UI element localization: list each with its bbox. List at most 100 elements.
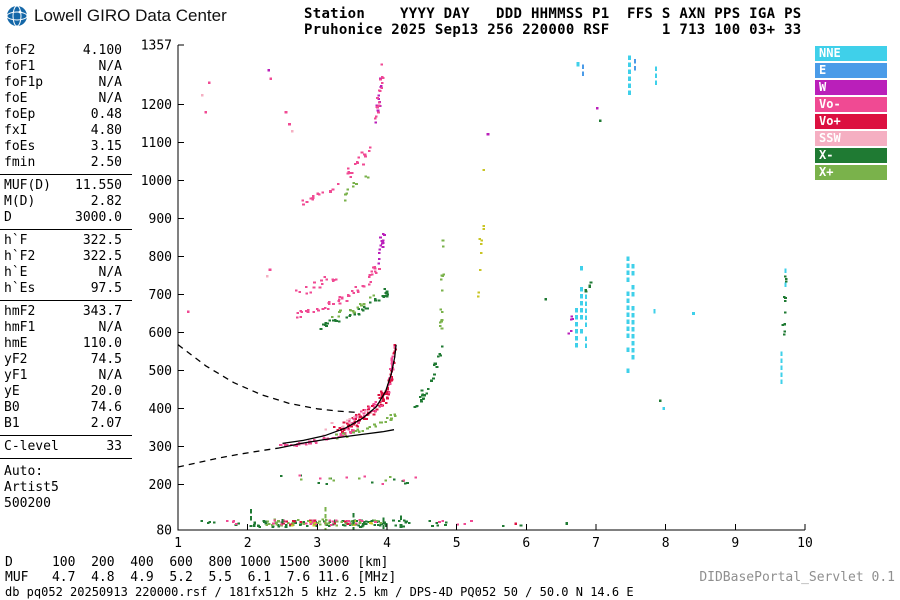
param-value: N/A bbox=[98, 368, 122, 383]
giro-logo: Lowell GIRO Data Center bbox=[6, 5, 227, 27]
readout-row: h`E N/A bbox=[0, 265, 132, 281]
legend-item-Vo-: Vo- bbox=[815, 97, 887, 112]
svg-text:500: 500 bbox=[149, 364, 172, 379]
param-label: foEp bbox=[4, 107, 36, 122]
readout-row: h`F 322.5 bbox=[0, 233, 132, 249]
param-label: h`F bbox=[4, 233, 28, 248]
svg-text:80: 80 bbox=[156, 524, 172, 539]
param-value: 20.0 bbox=[90, 384, 122, 399]
readout-row: fmin 2.50 bbox=[0, 155, 132, 171]
param-value: N/A bbox=[98, 265, 122, 280]
muf-distance-table: D 100 200 400 600 800 1000 1500 3000 [km… bbox=[5, 555, 397, 585]
param-label: B1 bbox=[4, 416, 20, 431]
echo-legend: NNE E W Vo- Vo+ SSW X- X+ bbox=[815, 46, 887, 182]
svg-text:900: 900 bbox=[149, 212, 172, 227]
param-value: N/A bbox=[98, 91, 122, 106]
readout-row: yE 20.0 bbox=[0, 384, 132, 400]
svg-text:1000: 1000 bbox=[141, 174, 172, 189]
param-value: 4.80 bbox=[90, 123, 122, 138]
param-label: yE bbox=[4, 384, 20, 399]
readout-panel: foF2 4.100 foF1 N/A foF1p N/A foE N/A foEp 0.48 fx… bbox=[0, 40, 132, 512]
plot-axes: 1 2 3 4 5 6 7 8 9 10 80 200 300 400 500 600 700 800 900 100… bbox=[141, 39, 813, 552]
param-value: 2.50 bbox=[90, 155, 122, 170]
param-label: h`E bbox=[4, 265, 28, 280]
svg-text:10: 10 bbox=[797, 536, 813, 551]
param-value: 74.6 bbox=[90, 400, 122, 415]
svg-text:5: 5 bbox=[453, 536, 461, 551]
svg-text:8: 8 bbox=[662, 536, 670, 551]
legend-item-E: E bbox=[815, 63, 887, 78]
param-label: h`F2 bbox=[4, 249, 36, 264]
giro-globe-icon bbox=[6, 5, 28, 27]
status-line: db pq052 20250913 220000.rsf / 181fx512h… bbox=[5, 585, 634, 599]
svg-text:200: 200 bbox=[149, 478, 172, 493]
param-value: 343.7 bbox=[82, 304, 122, 319]
param-label: foF1p bbox=[4, 75, 44, 90]
readout-row: B0 74.6 bbox=[0, 400, 132, 416]
readout-row: foF1 N/A bbox=[0, 59, 132, 75]
param-label: hmE bbox=[4, 336, 28, 351]
trace-curves-layer bbox=[178, 344, 397, 468]
svg-text:300: 300 bbox=[149, 440, 172, 455]
auto-line: Artist5 bbox=[4, 480, 59, 495]
param-value: 74.5 bbox=[90, 352, 122, 367]
param-value: 322.5 bbox=[82, 233, 122, 248]
svg-text:3: 3 bbox=[313, 536, 321, 551]
readout-group-3: hmF2 343.7 hmF1 N/A hmE 110.0 yF2 74.5 yF1 N/A yE 2… bbox=[0, 301, 132, 436]
param-value: 3.15 bbox=[90, 139, 122, 154]
legend-item-NNE: NNE bbox=[815, 46, 887, 61]
readout-row: foE N/A bbox=[0, 91, 132, 107]
param-label: fxI bbox=[4, 123, 28, 138]
param-label: foF2 bbox=[4, 43, 36, 58]
param-value: 2.82 bbox=[90, 194, 122, 209]
svg-text:400: 400 bbox=[149, 402, 172, 417]
readout-group-0: foF2 4.100 foF1 N/A foF1p N/A foE N/A foEp 0.48 fx… bbox=[0, 40, 132, 175]
param-label: hmF2 bbox=[4, 304, 36, 319]
readout-row: M(D) 2.82 bbox=[0, 194, 132, 210]
param-label: M(D) bbox=[4, 194, 36, 209]
param-value: 2.07 bbox=[90, 416, 122, 431]
auto-line: 500200 bbox=[4, 496, 51, 511]
param-value: 97.5 bbox=[90, 281, 122, 296]
legend-item-X+: X+ bbox=[815, 165, 887, 180]
readout-row: fxI 4.80 bbox=[0, 123, 132, 139]
legend-item-Vo+: Vo+ bbox=[815, 114, 887, 129]
readout-row: foEp 0.48 bbox=[0, 107, 132, 123]
readout-row: B1 2.07 bbox=[0, 416, 132, 432]
readout-row: foF2 4.100 bbox=[0, 43, 132, 59]
readout-row: foF1p N/A bbox=[0, 75, 132, 91]
param-value: 4.100 bbox=[82, 43, 122, 58]
param-label: fmin bbox=[4, 155, 36, 170]
readout-row: hmF2 343.7 bbox=[0, 304, 132, 320]
param-value: N/A bbox=[98, 59, 122, 74]
readout-row: yF2 74.5 bbox=[0, 352, 132, 368]
station-header-labels: Station YYYY DAY DDD HHMMSS P1 FFS S AXN… bbox=[304, 6, 802, 22]
param-value: N/A bbox=[98, 75, 122, 90]
param-label: B0 bbox=[4, 400, 20, 415]
echo-points-layer bbox=[187, 55, 788, 530]
svg-text:4: 4 bbox=[383, 536, 391, 551]
svg-text:1357: 1357 bbox=[141, 39, 172, 54]
param-label: D bbox=[4, 210, 12, 225]
readout-group-4: C-level 33 bbox=[0, 436, 132, 459]
param-label: hmF1 bbox=[4, 320, 36, 335]
logo-text: Lowell GIRO Data Center bbox=[34, 6, 227, 25]
svg-text:1100: 1100 bbox=[141, 136, 172, 151]
readout-row: hmF1 N/A bbox=[0, 320, 132, 336]
param-label: foEs bbox=[4, 139, 36, 154]
param-label: C-level bbox=[4, 439, 59, 454]
servlet-version-label: DIDBasePortal_Servlet 0.1 bbox=[699, 570, 895, 585]
svg-text:800: 800 bbox=[149, 250, 172, 265]
readout-row: h`Es 97.5 bbox=[0, 281, 132, 297]
param-label: MUF(D) bbox=[4, 178, 51, 193]
param-value: N/A bbox=[98, 320, 122, 335]
param-label: h`Es bbox=[4, 281, 36, 296]
readout-row: C-level 33 bbox=[0, 439, 132, 455]
readout-row: foEs 3.15 bbox=[0, 139, 132, 155]
svg-text:7: 7 bbox=[592, 536, 600, 551]
param-value: 11.550 bbox=[75, 178, 122, 193]
legend-item-SSW: SSW bbox=[815, 131, 887, 146]
legend-item-X-: X- bbox=[815, 148, 887, 163]
